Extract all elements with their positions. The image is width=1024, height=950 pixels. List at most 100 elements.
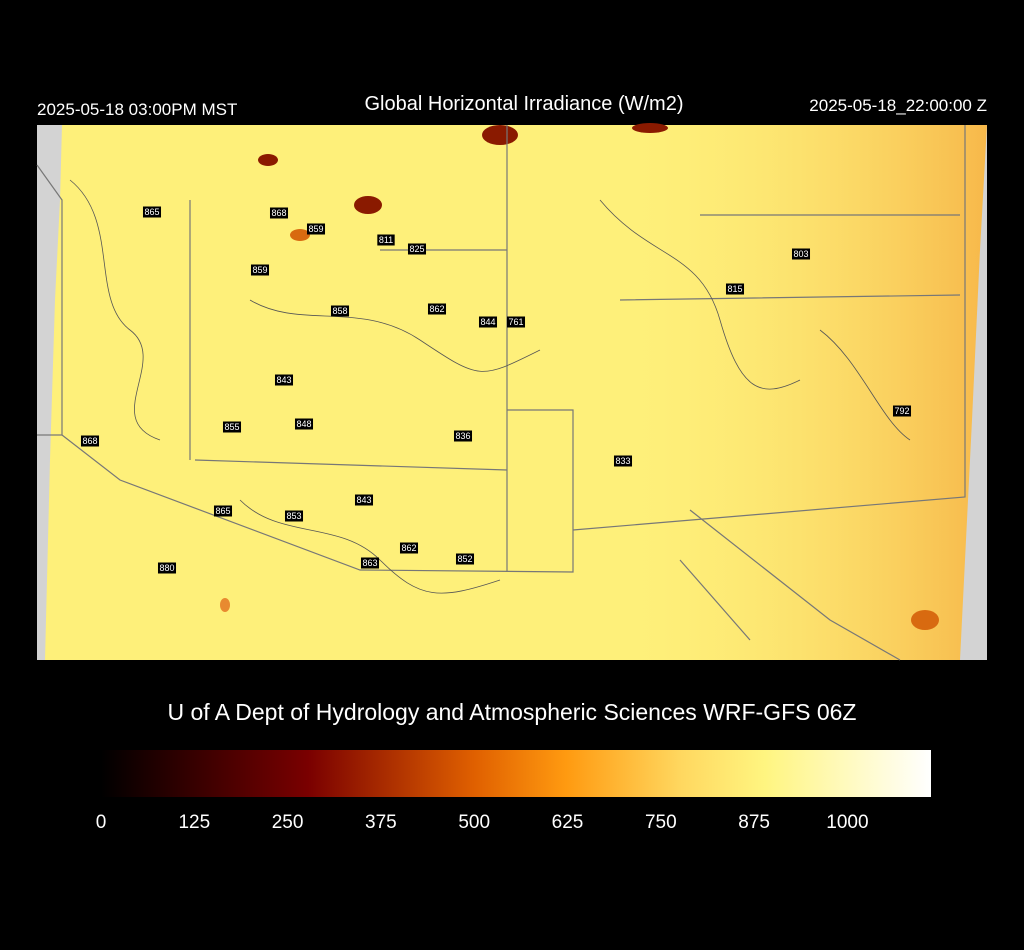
station-value: 865 xyxy=(215,506,230,516)
station-box xyxy=(250,264,270,276)
station: 843 xyxy=(274,374,294,386)
colorbar-tick-label: 875 xyxy=(738,812,770,833)
station-box xyxy=(274,374,294,386)
station: 848 xyxy=(294,418,314,430)
boundaries xyxy=(36,125,966,661)
station-box xyxy=(478,316,498,328)
colorbar-tick-label: 750 xyxy=(645,812,677,833)
valid-utc: 2025-05-18_22:00:00 Z xyxy=(809,96,987,115)
station-value: 868 xyxy=(271,208,286,218)
station: 833 xyxy=(613,455,633,467)
station-value: 859 xyxy=(252,265,267,275)
station: 843 xyxy=(354,494,374,506)
station: 880 xyxy=(157,562,177,574)
station: 844 xyxy=(478,316,498,328)
station-box xyxy=(354,494,374,506)
station-value: 844 xyxy=(480,317,495,327)
station: 868 xyxy=(80,435,100,447)
station: 868 xyxy=(269,207,289,219)
station: 852 xyxy=(455,553,475,565)
station-value: 811 xyxy=(379,235,393,245)
station-box xyxy=(453,430,473,442)
no-data-east xyxy=(960,125,987,660)
station: 865 xyxy=(142,206,162,218)
station-value: 859 xyxy=(308,224,323,234)
station-box xyxy=(791,248,811,260)
station-value: 852 xyxy=(457,554,472,564)
colorbar-tick-label: 375 xyxy=(365,812,397,833)
station-value: 865 xyxy=(144,207,159,217)
station-value: 880 xyxy=(159,563,174,573)
station-box xyxy=(269,207,289,219)
station: 811 xyxy=(377,234,395,246)
colorbar-tick-label: 125 xyxy=(178,812,210,833)
station-value: 803 xyxy=(793,249,808,259)
station-value: 825 xyxy=(409,244,424,254)
colorbar xyxy=(101,750,931,797)
credit: U of A Dept of Hydrology and Atmospheric… xyxy=(167,699,856,725)
station-value: 855 xyxy=(224,422,239,432)
station-value: 863 xyxy=(362,558,377,568)
station: 803 xyxy=(791,248,811,260)
station-value: 836 xyxy=(455,431,470,441)
station: 825 xyxy=(407,243,427,255)
contours xyxy=(69,179,911,594)
station-value: 792 xyxy=(894,406,909,416)
station: 865 xyxy=(213,505,233,517)
station-value: 843 xyxy=(356,495,371,505)
colorbar-tick-label: 0 xyxy=(96,812,107,833)
station-box xyxy=(892,405,912,417)
station-box xyxy=(330,305,350,317)
station-box xyxy=(427,303,447,315)
station: 815 xyxy=(725,283,745,295)
colorbar-tick-label: 500 xyxy=(458,812,490,833)
station-value: 833 xyxy=(615,456,630,466)
station-value: 815 xyxy=(727,284,742,294)
station: 836 xyxy=(453,430,473,442)
station-value: 848 xyxy=(296,419,311,429)
station-box xyxy=(222,421,242,433)
station: 855 xyxy=(222,421,242,433)
station-box xyxy=(306,223,326,235)
map xyxy=(36,123,987,661)
station-box xyxy=(142,206,162,218)
station-value: 853 xyxy=(286,511,301,521)
station-box xyxy=(157,562,177,574)
station-box xyxy=(294,418,314,430)
station-labels: 865 868 859 811 825 803 859 815 858 862 844 761 843 7… xyxy=(80,206,912,574)
colorbar-ticks: 0 125 250 375 500 625 750 875 1000 xyxy=(96,812,869,833)
valid-local: 2025-05-18 03:00PM MST xyxy=(37,100,237,119)
station: 863 xyxy=(360,557,380,569)
station-box xyxy=(80,435,100,447)
station-box xyxy=(455,553,475,565)
station-box xyxy=(399,542,419,554)
station-box xyxy=(213,505,233,517)
low-irradiance-cells xyxy=(220,123,939,630)
station: 859 xyxy=(250,264,270,276)
station-box xyxy=(613,455,633,467)
station: 859 xyxy=(306,223,326,235)
station: 853 xyxy=(284,510,304,522)
colorbar-tick-label: 625 xyxy=(552,812,584,833)
station-box xyxy=(284,510,304,522)
station-box xyxy=(725,283,745,295)
station-box xyxy=(360,557,380,569)
station: 792 xyxy=(892,405,912,417)
no-data-west xyxy=(37,125,62,660)
station: 858 xyxy=(330,305,350,317)
station-value: 862 xyxy=(401,543,416,553)
station-value: 858 xyxy=(332,306,347,316)
station-value: 761 xyxy=(508,317,523,327)
station: 761 xyxy=(506,316,526,328)
station-box xyxy=(506,316,526,328)
station: 862 xyxy=(399,542,419,554)
station-value: 862 xyxy=(429,304,444,314)
station: 862 xyxy=(427,303,447,315)
station-value: 868 xyxy=(82,436,97,446)
station-value: 843 xyxy=(276,375,291,385)
station-box xyxy=(377,234,395,246)
colorbar-tick-label: 1000 xyxy=(826,812,868,833)
station-box xyxy=(407,243,427,255)
map-title: Global Horizontal Irradiance (W/m2) xyxy=(365,93,684,115)
